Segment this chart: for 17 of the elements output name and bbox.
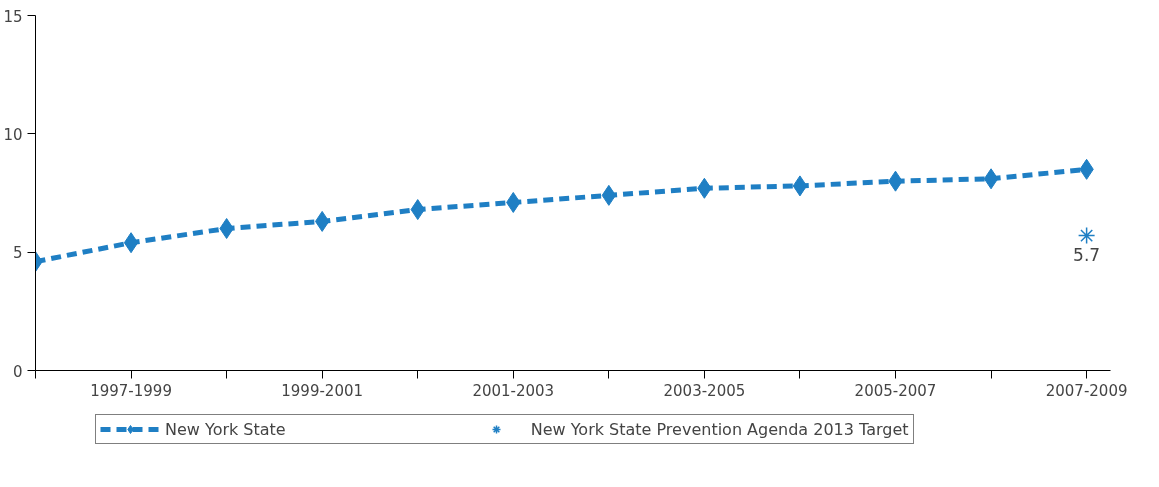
point — [123, 232, 139, 254]
point — [219, 218, 234, 239]
legend-label: New York State — [165, 419, 286, 439]
x-tick-label: 2001-2003 — [472, 381, 555, 400]
point — [792, 175, 808, 197]
x-tick-label: 1997-1999 — [90, 381, 172, 400]
y-tick-label: 5 — [12, 244, 23, 263]
y-tick-label: 10 — [3, 125, 23, 144]
y-tick-label: 15 — [3, 7, 23, 26]
x-tick-label: 2007-2009 — [1045, 381, 1128, 400]
x-tick-label: 2003-2005 — [663, 381, 746, 400]
y-tick-label: 0 — [12, 362, 23, 381]
data-label: 5.7 — [1073, 244, 1101, 265]
point — [983, 168, 999, 190]
x-tick-label: 1999-2001 — [281, 381, 364, 400]
x-tick-label: 2005-2007 — [854, 381, 937, 400]
legend-label: New York State Prevention Agenda 2013 Target — [530, 419, 909, 439]
